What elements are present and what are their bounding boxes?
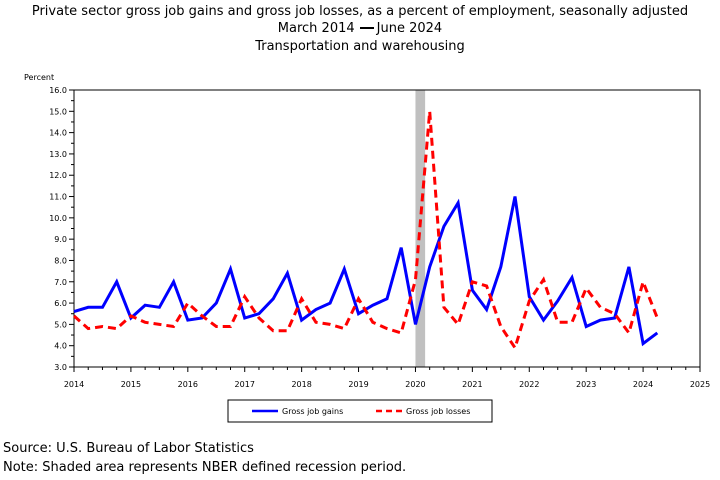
y-tick-label: 13.0 xyxy=(49,150,67,159)
x-tick-label: 2015 xyxy=(121,380,141,389)
y-tick-label: 16.0 xyxy=(49,86,67,95)
dash-glyph xyxy=(359,26,374,29)
chart-subtitle-dates: March 2014 June 2024 xyxy=(0,20,720,37)
x-tick-label: 2016 xyxy=(178,380,198,389)
y-tick-label: 8.0 xyxy=(54,256,67,265)
x-tick-label: 2020 xyxy=(405,380,425,389)
y-tick-label: 14.0 xyxy=(49,129,67,138)
y-tick-label: 5.0 xyxy=(54,320,67,329)
y-tick-label: 10.0 xyxy=(49,214,67,223)
x-tick-label: 2014 xyxy=(64,380,84,389)
y-tick-label: 11.0 xyxy=(49,193,67,202)
chart-subtitle-industry: Transportation and warehousing xyxy=(255,39,465,54)
legend-label-gains: Gross job gains xyxy=(282,407,343,416)
y-tick-label: 4.0 xyxy=(54,342,67,351)
source-note: Source: U.S. Bureau of Labor Statistics xyxy=(3,441,254,456)
legend-box xyxy=(227,399,493,423)
legend-label-losses: Gross job losses xyxy=(406,407,470,416)
y-tick-label: 15.0 xyxy=(49,107,67,116)
y-axis-label: Percent xyxy=(24,73,54,82)
x-tick-label: 2021 xyxy=(462,380,482,389)
x-tick-label: 2019 xyxy=(348,380,368,389)
series-line-gains xyxy=(73,196,659,347)
x-tick-label: 2018 xyxy=(291,380,311,389)
series-line-losses xyxy=(73,111,659,352)
y-tick-label: 12.0 xyxy=(49,171,67,180)
x-tick-label: 2025 xyxy=(690,380,710,389)
x-tick-label: 2017 xyxy=(235,380,255,389)
y-tick-label: 9.0 xyxy=(54,235,67,244)
y-tick-label: 7.0 xyxy=(54,278,67,287)
subtitle-start: March 2014 xyxy=(277,21,355,36)
recession-note: Note: Shaded area represents NBER define… xyxy=(3,460,407,475)
y-tick-label: 6.0 xyxy=(54,299,67,308)
x-tick-label: 2024 xyxy=(633,380,653,389)
x-tick-label: 2022 xyxy=(519,380,539,389)
recession-shading xyxy=(415,90,426,367)
chart-title: Private sector gross job gains and gross… xyxy=(31,4,689,19)
y-tick-label: 3.0 xyxy=(54,363,67,372)
x-tick-label: 2023 xyxy=(576,380,596,389)
subtitle-end: June 2024 xyxy=(376,21,443,36)
